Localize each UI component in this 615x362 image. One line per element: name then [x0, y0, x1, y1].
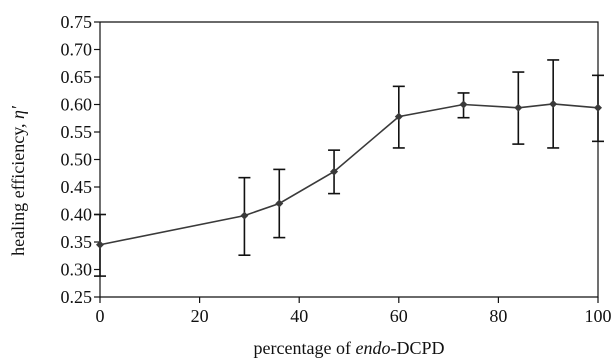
data-point [514, 103, 523, 112]
data-series [96, 99, 602, 249]
y-tick-label: 0.65 [61, 67, 93, 87]
data-point [96, 240, 104, 249]
y-tick-label: 0.70 [61, 40, 93, 60]
y-tick-label: 0.30 [61, 260, 93, 280]
y-tick-label: 0.55 [61, 122, 93, 142]
data-point [240, 211, 249, 220]
y-axis-label-text: healing efficiency, [8, 119, 28, 256]
data-point [594, 103, 602, 112]
x-axis-label-text: percentage of [254, 338, 356, 358]
y-tick-label: 0.40 [61, 205, 93, 225]
x-axis-ticks: 0 20 40 60 80 100 [96, 297, 612, 326]
y-tick-label: 0.75 [61, 12, 93, 32]
x-tick-label: 0 [96, 306, 105, 326]
series-line [99, 103, 599, 246]
x-axis-label: percentage of endo-DCPD [254, 338, 445, 358]
y-tick-label: 0.50 [61, 150, 93, 170]
x-tick-label: 80 [489, 306, 507, 326]
x-tick-label: 20 [191, 306, 209, 326]
y-axis-ticks: 0.25 0.30 0.35 0.40 0.45 0.50 0.55 0.60 0.65 0.70… [61, 12, 100, 307]
y-tick-label: 0.25 [61, 287, 93, 307]
y-tick-label: 0.60 [61, 95, 93, 115]
x-axis-label-italic: endo [355, 338, 390, 358]
y-axis-label-symbol: η′ [8, 105, 28, 119]
x-tick-label: 60 [390, 306, 408, 326]
x-tick-label: 100 [585, 306, 612, 326]
data-point [275, 199, 284, 208]
data-point [549, 99, 558, 108]
x-tick-label: 40 [290, 306, 308, 326]
y-tick-label: 0.45 [61, 177, 93, 197]
x-axis-label-suffix: -DCPD [390, 338, 444, 358]
data-point [394, 112, 403, 121]
y-axis-label: healing efficiency, η′ [8, 105, 28, 256]
data-point [459, 100, 468, 109]
data-point [330, 167, 339, 176]
y-tick-label: 0.35 [61, 232, 93, 252]
error-bars [94, 59, 604, 277]
